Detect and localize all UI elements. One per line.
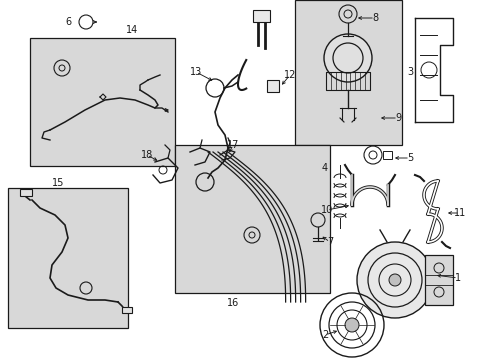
Text: 11: 11 bbox=[453, 208, 465, 218]
Circle shape bbox=[356, 242, 432, 318]
Text: 18: 18 bbox=[141, 150, 153, 160]
Text: 12: 12 bbox=[283, 70, 296, 80]
Bar bbox=[252, 10, 269, 22]
Text: 17: 17 bbox=[226, 140, 239, 150]
Text: 8: 8 bbox=[371, 13, 377, 23]
Text: 4: 4 bbox=[321, 163, 327, 173]
Bar bbox=[30, 38, 175, 166]
Circle shape bbox=[324, 34, 371, 82]
Text: 1: 1 bbox=[454, 273, 460, 283]
Text: 6: 6 bbox=[65, 17, 71, 27]
Bar bbox=[122, 307, 132, 313]
Bar bbox=[325, 72, 369, 90]
Bar bbox=[8, 188, 128, 328]
Bar bbox=[424, 255, 452, 305]
Text: 16: 16 bbox=[226, 298, 239, 308]
Text: 13: 13 bbox=[189, 67, 202, 77]
Text: 7: 7 bbox=[326, 237, 332, 247]
Circle shape bbox=[388, 274, 400, 286]
Text: 5: 5 bbox=[406, 153, 412, 163]
Text: 2: 2 bbox=[321, 330, 327, 340]
Text: 10: 10 bbox=[320, 205, 332, 215]
Text: 14: 14 bbox=[125, 25, 138, 35]
Text: 3: 3 bbox=[406, 67, 412, 77]
Circle shape bbox=[345, 318, 358, 332]
Text: 9: 9 bbox=[394, 113, 400, 123]
Bar bbox=[20, 189, 32, 196]
Bar bbox=[294, 0, 401, 145]
Text: 15: 15 bbox=[52, 178, 64, 188]
Bar bbox=[382, 151, 391, 159]
Bar bbox=[175, 145, 329, 293]
Bar bbox=[266, 80, 279, 92]
